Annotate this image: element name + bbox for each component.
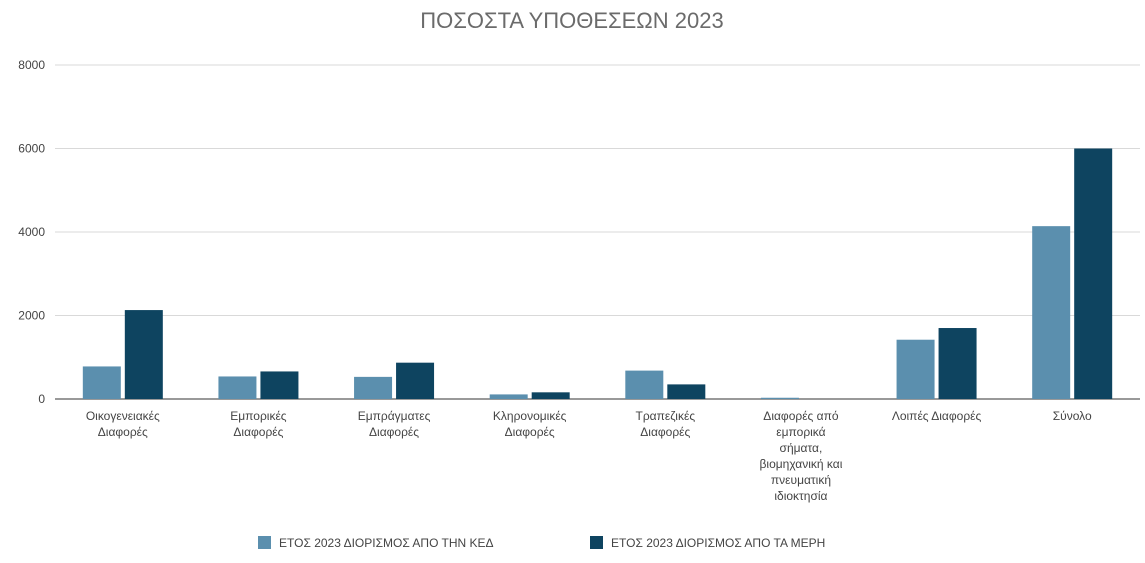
bar-series-1 xyxy=(489,394,528,399)
x-tick-label: Εμπράγματες Διαφορές xyxy=(358,409,431,439)
y-tick-label: 2000 xyxy=(18,309,45,323)
x-tick-label: Εμπορικές Διαφορές xyxy=(230,409,287,439)
bar-series-1 xyxy=(354,376,393,399)
y-tick-label: 6000 xyxy=(18,142,45,156)
bar-series-1 xyxy=(625,370,664,399)
x-tick-label: Λοιπές Διαφορές xyxy=(892,409,982,423)
bar-series-2 xyxy=(124,310,163,399)
bar-series-2 xyxy=(938,328,977,399)
gridlines xyxy=(55,64,1140,400)
x-tick-label: Τραπεζικές Διαφορές xyxy=(636,409,696,439)
y-tick-label: 0 xyxy=(38,392,45,406)
legend: ΕΤΟΣ 2023 ΔΙΟΡΙΣΜΟΣ ΑΠΟ ΤΗΝ ΚΕΔ ΕΤΟΣ 2023… xyxy=(258,536,825,550)
bar-series-1 xyxy=(218,376,257,399)
x-tick-label: Κληρονομικές Διαφορές xyxy=(493,409,567,439)
bar-series-1 xyxy=(82,366,121,399)
legend-swatch xyxy=(258,536,271,549)
x-tick-label: Σύνολο xyxy=(1053,409,1092,423)
y-tick-label: 4000 xyxy=(18,225,45,239)
x-tick-label: Οικογενειακές Διαφορές xyxy=(86,409,160,439)
chart-title: ΠΟΣΟΣΤΑ ΥΠΟΘΕΣΕΩΝ 2023 xyxy=(420,8,723,33)
legend-swatch xyxy=(590,536,603,549)
bar-series-2 xyxy=(667,384,706,399)
bar-series-2 xyxy=(260,371,299,399)
bar-series-2 xyxy=(396,362,435,399)
bar-series-2 xyxy=(1074,148,1113,399)
bar-series-1 xyxy=(1032,226,1071,399)
y-tick-label: 8000 xyxy=(18,58,45,72)
bar-series-1 xyxy=(896,339,935,399)
bar-series-2 xyxy=(531,392,570,399)
legend-label: ΕΤΟΣ 2023 ΔΙΟΡΙΣΜΟΣ ΑΠΟ ΤΗΝ ΚΕΔ xyxy=(279,536,494,550)
bars xyxy=(82,148,1113,399)
x-axis: Οικογενειακές Διαφορές Εμπορικές Διαφορές Εμ… xyxy=(86,409,1092,503)
y-axis: 0 2000 4000 6000 8000 xyxy=(18,58,45,406)
bar-series-1 xyxy=(760,397,799,399)
legend-label: ΕΤΟΣ 2023 ΔΙΟΡΙΣΜΟΣ ΑΠΟ ΤΑ ΜΕΡΗ xyxy=(611,536,825,550)
x-tick-label: Διαφορές από εμπορικά σήματα, βιομηχανική κ… xyxy=(760,409,843,503)
